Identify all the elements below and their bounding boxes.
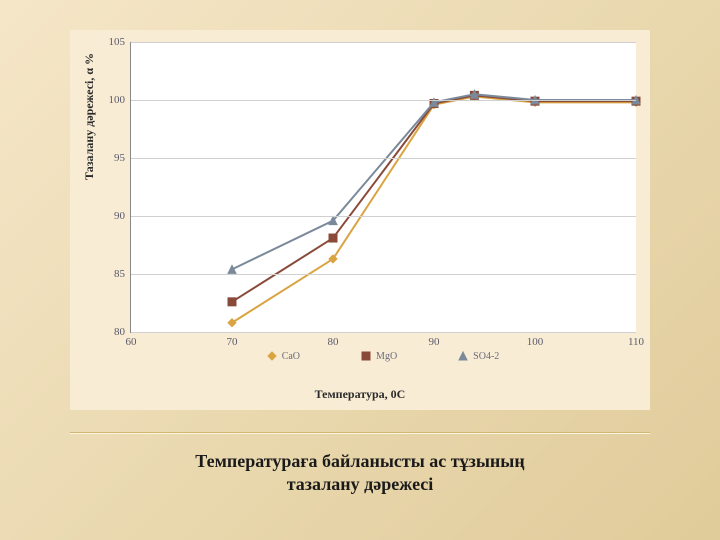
- gridline: [131, 42, 636, 43]
- x-axis-label: Температура, 0С: [70, 387, 650, 402]
- legend-item: SO4-2: [457, 350, 499, 362]
- y-tick-label: 95: [114, 152, 131, 164]
- caption: Температураға байланысты ас тұзының таза…: [0, 450, 720, 497]
- legend-label: CaO: [282, 351, 300, 362]
- series-line: [232, 94, 636, 269]
- caption-line-2: тазалану дәрежесі: [287, 474, 434, 494]
- x-tick-label: 110: [628, 332, 644, 348]
- data-marker: [268, 352, 276, 360]
- divider-line: [70, 432, 650, 434]
- y-axis-label: Тазалану дәрежесі, α %: [82, 53, 97, 180]
- legend-swatch-icon: [360, 350, 372, 362]
- x-tick-label: 90: [429, 332, 440, 348]
- plot-area: 8085909510010560708090100110: [130, 42, 636, 333]
- gridline: [131, 216, 636, 217]
- series-line: [232, 97, 636, 323]
- y-tick-label: 105: [109, 36, 132, 48]
- data-marker: [228, 265, 236, 273]
- x-tick-label: 70: [227, 332, 238, 348]
- gridline: [131, 332, 636, 333]
- legend-item: CaO: [266, 350, 300, 362]
- gridline: [131, 274, 636, 275]
- legend-swatch-icon: [266, 350, 278, 362]
- chart-svg: [131, 42, 636, 332]
- gridline: [131, 100, 636, 101]
- y-tick-label: 90: [114, 210, 131, 222]
- x-tick-label: 60: [126, 332, 137, 348]
- chart-panel: Тазалану дәрежесі, α % 80859095100105607…: [70, 30, 650, 410]
- legend-label: MgO: [376, 351, 397, 362]
- series-line: [232, 95, 636, 301]
- legend-swatch-icon: [457, 350, 469, 362]
- caption-line-1: Температураға байланысты ас тұзының: [195, 451, 524, 471]
- data-marker: [329, 234, 337, 242]
- data-marker: [362, 352, 370, 360]
- slide: Тазалану дәрежесі, α % 80859095100105607…: [0, 0, 720, 540]
- data-marker: [459, 352, 467, 360]
- gridline: [131, 158, 636, 159]
- y-tick-label: 85: [114, 268, 131, 280]
- x-tick-label: 100: [527, 332, 544, 348]
- legend-label: SO4-2: [473, 351, 499, 362]
- x-tick-label: 80: [328, 332, 339, 348]
- y-tick-label: 100: [109, 94, 132, 106]
- legend: CaO MgO SO4-2: [130, 350, 635, 362]
- legend-item: MgO: [360, 350, 397, 362]
- data-marker: [228, 298, 236, 306]
